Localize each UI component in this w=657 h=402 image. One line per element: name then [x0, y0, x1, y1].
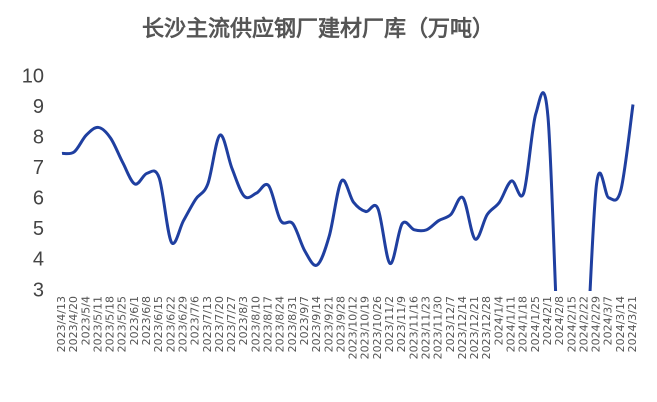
x-tick-label: 2023/4/13	[55, 296, 68, 352]
x-tick-label: 2023/6/1	[128, 296, 141, 345]
x-tick-label: 2024/2/8	[553, 296, 566, 345]
y-tick-label: 6	[33, 188, 44, 210]
x-tick-label: 2023/9/14	[310, 296, 323, 352]
x-tick-label: 2023/10/26	[371, 296, 384, 359]
y-tick-label: 3	[33, 279, 44, 301]
x-tick-label: 2023/8/24	[274, 296, 287, 352]
x-tick-label: 2024/3/7	[602, 296, 615, 345]
y-tick-label: 5	[33, 218, 44, 240]
y-tick-label: 9	[33, 96, 44, 118]
series-line	[61, 91, 635, 291]
x-tick-label: 2023/6/22	[164, 296, 177, 352]
x-tick-label: 2023/5/25	[116, 296, 129, 352]
x-tick-label: 2023/4/20	[67, 296, 80, 352]
x-tick-label: 2024/3/14	[614, 296, 627, 352]
x-tick-label: 2023/10/12	[347, 296, 360, 359]
x-tick-label: 2023/5/4	[79, 296, 92, 345]
x-tick-label: 2023/6/15	[152, 296, 165, 352]
x-tick-label: 2024/2/15	[565, 296, 578, 352]
x-tick-label: 2023/11/30	[432, 296, 445, 359]
x-tick-label: 2024/2/1	[541, 296, 554, 345]
x-tick-label: 2024/2/22	[577, 296, 590, 352]
x-tick-label: 2023/7/6	[189, 296, 202, 345]
x-tick-label: 2024/2/29	[590, 296, 603, 352]
x-tick-label: 2023/9/21	[322, 296, 335, 352]
y-tick-label: 4	[33, 249, 44, 271]
x-tick-label: 2023/11/23	[419, 296, 432, 359]
x-tick-label: 2023/10/19	[359, 296, 372, 359]
x-tick-label: 2023/11/9	[395, 296, 408, 352]
x-tick-label: 2023/7/20	[213, 296, 226, 352]
x-tick-label: 2023/12/7	[444, 296, 457, 352]
x-tick-label: 2023/8/3	[237, 296, 250, 345]
x-tick-label: 2023/12/14	[456, 296, 469, 359]
x-tick-label: 2023/6/29	[176, 296, 189, 352]
x-tick-label: 2023/5/18	[104, 296, 117, 352]
chart-title: 长沙主流供应钢厂建材厂库（万吨）	[142, 16, 494, 42]
y-tick-label: 10	[22, 65, 44, 87]
x-tick-label: 2023/9/28	[334, 296, 347, 352]
x-tick-label: 2024/1/25	[529, 296, 542, 352]
x-tick-label: 2024/1/11	[505, 296, 518, 352]
x-tick-label: 2023/11/16	[407, 296, 420, 359]
x-tick-label: 2023/11/2	[383, 296, 396, 352]
x-tick-label: 2023/8/10	[249, 296, 262, 352]
y-tick-label: 8	[33, 126, 44, 148]
y-tick-label: 7	[33, 157, 44, 179]
x-tick-label: 2023/6/8	[140, 296, 153, 345]
x-tick-label: 2023/8/17	[262, 296, 275, 352]
x-tick-label: 2023/8/31	[286, 296, 299, 352]
x-tick-label: 2024/3/21	[626, 296, 639, 352]
x-tick-label: 2023/9/7	[298, 296, 311, 345]
x-tick-label: 2023/7/13	[201, 296, 214, 352]
x-tick-label: 2024/1/18	[517, 296, 530, 352]
x-tick-label: 2024/1/4	[492, 296, 505, 345]
x-tick-label: 2023/12/21	[468, 296, 481, 359]
x-tick-label: 2023/5/11	[91, 296, 104, 352]
x-tick-label: 2023/12/28	[480, 296, 493, 359]
x-tick-label: 2023/7/27	[225, 296, 238, 352]
